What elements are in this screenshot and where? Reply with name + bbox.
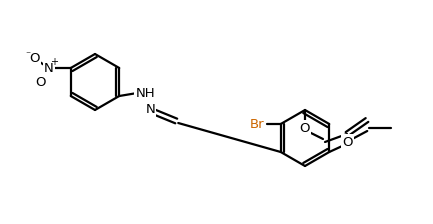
Text: +: + bbox=[50, 57, 58, 67]
Text: N: N bbox=[44, 62, 54, 75]
Text: ⁻: ⁻ bbox=[25, 50, 30, 60]
Text: NH: NH bbox=[136, 86, 155, 99]
Text: O: O bbox=[342, 136, 352, 149]
Text: O: O bbox=[300, 121, 310, 134]
Text: O: O bbox=[29, 52, 40, 65]
Text: N: N bbox=[145, 103, 155, 116]
Text: O: O bbox=[36, 75, 46, 88]
Text: Br: Br bbox=[249, 118, 264, 131]
